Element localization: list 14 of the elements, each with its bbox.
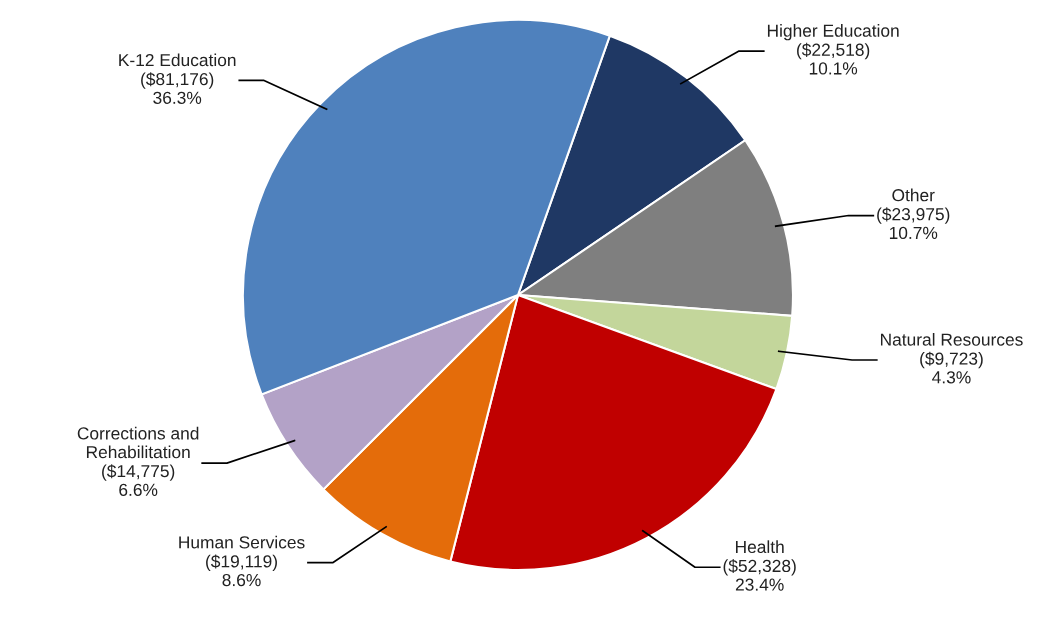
data-label: ($52,328) 23.4% — [723, 559, 796, 591]
slice-label: Other — [892, 188, 935, 202]
slice-label: K-12 Education — [119, 53, 236, 67]
data-label: ($81,176) 36.3% — [141, 72, 214, 104]
data-label: ($19,119) 8.6% — [206, 554, 277, 587]
slice-label: Human Services — [179, 535, 305, 549]
slice-label: Corrections and Rehabilitation — [77, 426, 199, 459]
data-label: ($22,518) 10.1% — [797, 42, 870, 75]
slice-label: Higher Education — [767, 24, 899, 41]
slice-label: Natural Resources — [880, 333, 1023, 346]
data-label: ($9,723) 4.3% — [920, 351, 983, 384]
data-label: ($14,775) 6.6% — [102, 464, 175, 496]
data-label: ($23,975) 10.7% — [877, 207, 950, 240]
slice-label: Health — [735, 540, 784, 554]
